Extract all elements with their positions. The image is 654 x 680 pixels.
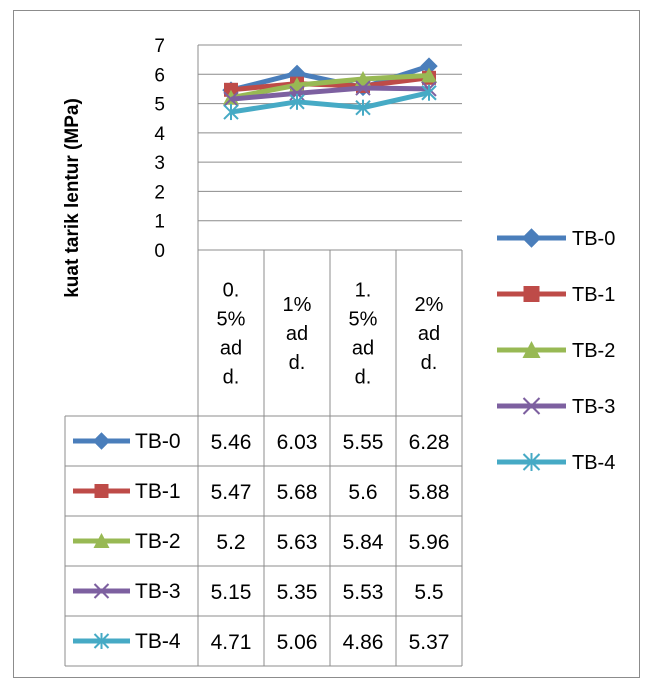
category-label: d. bbox=[421, 352, 438, 374]
table-series-name: TB-2 bbox=[135, 530, 181, 553]
table-cell-value: 5.96 bbox=[409, 531, 450, 554]
table-legend-key-marker bbox=[92, 432, 111, 450]
table-cell-value: 5.53 bbox=[343, 581, 384, 604]
data-point-tb-3-b bbox=[355, 80, 371, 96]
category-label: ad bbox=[220, 338, 242, 360]
table-cell-value: 5.06 bbox=[277, 631, 318, 654]
table-legend-key-marker bbox=[93, 633, 110, 649]
data-point-tb-3-b bbox=[223, 91, 239, 107]
legend-key-marker bbox=[521, 228, 542, 248]
category-label: ad bbox=[418, 323, 440, 345]
data-point-tb-4 bbox=[421, 84, 437, 101]
series-line-tb-4 bbox=[230, 90, 430, 115]
y-axis-label: kuat tarik lentur (MPa) bbox=[62, 98, 83, 298]
y-tick-label: 2 bbox=[154, 182, 165, 203]
table-cell-value: 5.35 bbox=[277, 581, 318, 604]
y-tick-label: 0 bbox=[154, 241, 165, 262]
series-line-tb-2 bbox=[230, 72, 430, 101]
legend-key-marker bbox=[522, 453, 541, 471]
table-series-name: TB-1 bbox=[135, 480, 181, 503]
table-cell-value: 5.84 bbox=[343, 531, 384, 554]
table-cell-value: 5.47 bbox=[211, 481, 252, 504]
category-label: 2% bbox=[415, 294, 444, 316]
category-label: d. bbox=[289, 352, 306, 374]
table-cell-value: 5.68 bbox=[277, 481, 318, 504]
table-cell-value: 6.03 bbox=[277, 431, 318, 454]
table-cell-value: 5.15 bbox=[211, 581, 252, 604]
legend-key-marker bbox=[522, 397, 541, 415]
data-point-tb-3 bbox=[223, 91, 239, 107]
category-label: 1% bbox=[283, 294, 312, 316]
legend-entry: TB-0 bbox=[572, 228, 615, 250]
category-label: 0. bbox=[223, 280, 240, 302]
table-legend-key-marker-b bbox=[93, 583, 110, 599]
data-point-tb-2 bbox=[421, 67, 437, 83]
data-point-tb-4 bbox=[355, 99, 371, 116]
y-tick-label: 7 bbox=[154, 36, 165, 57]
data-point-tb-4 bbox=[223, 104, 239, 121]
y-tick-label: 4 bbox=[154, 124, 165, 145]
table-series-name: TB-4 bbox=[135, 630, 181, 653]
table-cell-value: 5.2 bbox=[216, 531, 245, 554]
legend-entry: TB-2 bbox=[572, 340, 615, 362]
table-cell-value: 5.6 bbox=[348, 481, 377, 504]
table-cell-value: 5.88 bbox=[409, 481, 450, 504]
legend-entry: TB-1 bbox=[572, 284, 615, 306]
category-label: d. bbox=[355, 367, 372, 389]
table-cell-value: 4.71 bbox=[211, 631, 252, 654]
category-label: 1. bbox=[355, 280, 372, 302]
table-cell-value: 5.46 bbox=[211, 431, 252, 454]
legend-key-marker bbox=[523, 286, 540, 302]
legend-key-marker bbox=[522, 341, 541, 358]
category-label: 5% bbox=[217, 309, 246, 331]
data-point-tb-2 bbox=[355, 70, 371, 86]
table-legend-key-marker bbox=[93, 533, 110, 548]
table-legend-key-marker bbox=[93, 583, 110, 599]
legend-key-marker-b bbox=[522, 397, 541, 415]
category-label: d. bbox=[223, 367, 240, 389]
table-cell-value: 5.5 bbox=[414, 581, 443, 604]
data-point-tb-3 bbox=[355, 80, 371, 96]
chart-frame bbox=[13, 10, 640, 678]
y-tick-label: 1 bbox=[154, 212, 165, 233]
category-label: ad bbox=[286, 323, 308, 345]
table-cell-value: 4.86 bbox=[343, 631, 384, 654]
table-series-name: TB-3 bbox=[135, 580, 181, 603]
y-tick-label: 6 bbox=[154, 65, 165, 86]
series-line-tb-3 bbox=[230, 85, 430, 102]
category-label: ad bbox=[352, 338, 374, 360]
table-series-name: TB-0 bbox=[135, 430, 181, 453]
table-cell-value: 5.37 bbox=[409, 631, 450, 654]
y-tick-label: 3 bbox=[154, 153, 165, 174]
table-cell-value: 6.28 bbox=[409, 431, 450, 454]
table-cell-value: 5.63 bbox=[277, 531, 318, 554]
data-point-tb-4 bbox=[289, 93, 305, 110]
series-line-tb-1 bbox=[230, 75, 430, 93]
table-cell-value: 5.55 bbox=[343, 431, 384, 454]
table-legend-key-marker bbox=[94, 484, 109, 498]
y-tick-label: 5 bbox=[154, 95, 165, 116]
legend-entry: TB-3 bbox=[572, 396, 615, 418]
legend-entry: TB-4 bbox=[572, 452, 615, 474]
category-label: 5% bbox=[349, 309, 378, 331]
